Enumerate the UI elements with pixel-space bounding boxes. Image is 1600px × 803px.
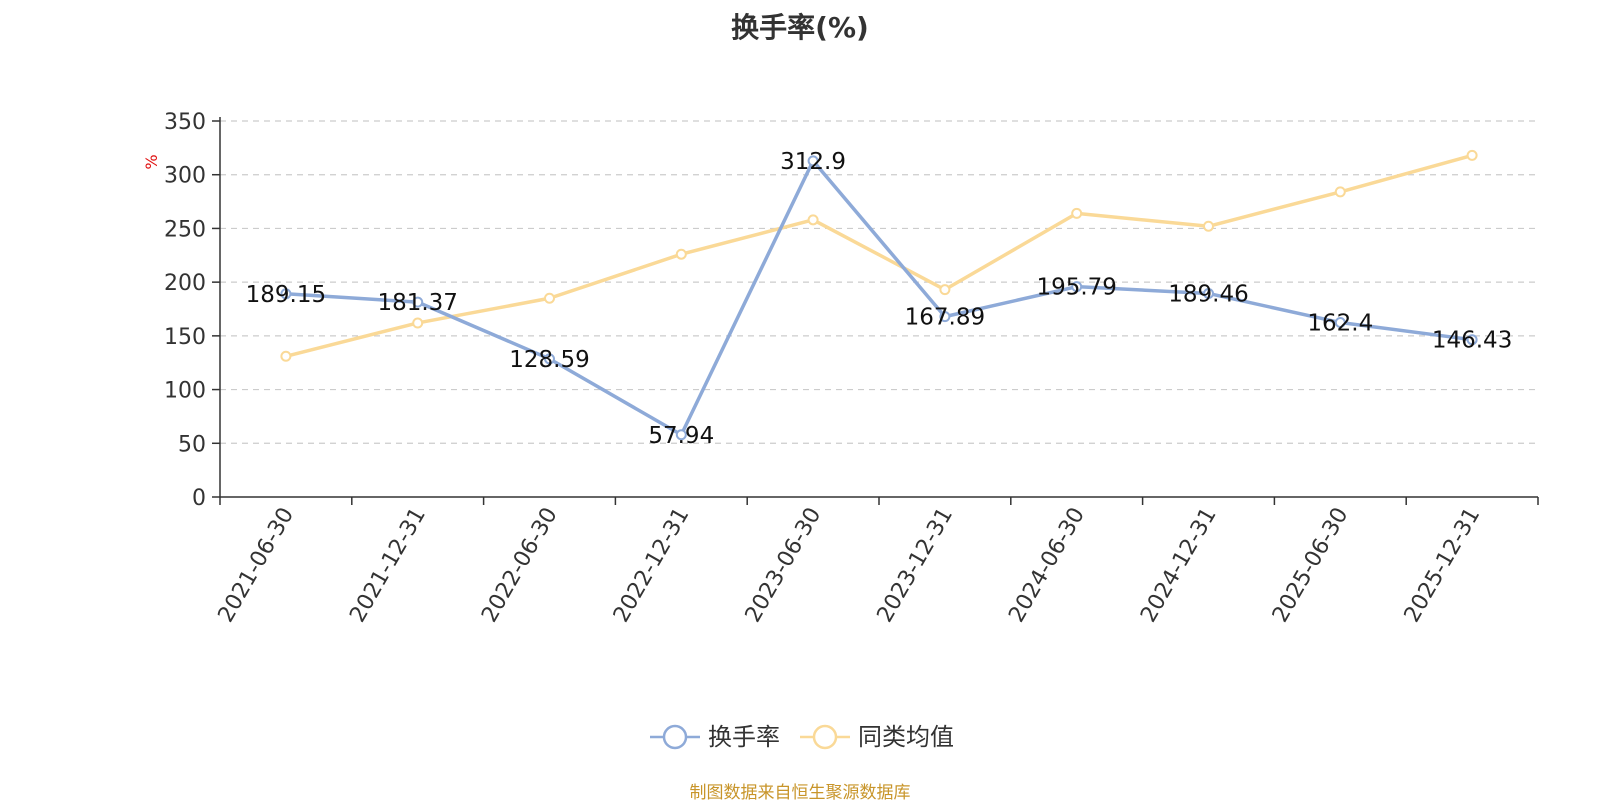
x-tick-label: 2025-12-31 <box>1400 504 1486 627</box>
data-label: 181.37 <box>377 290 457 316</box>
data-point <box>675 429 687 441</box>
x-tick-label: 2024-06-30 <box>1004 504 1090 627</box>
data-point <box>1334 186 1346 198</box>
data-point <box>675 248 687 260</box>
data-label: 162.4 <box>1307 311 1373 337</box>
data-point <box>1203 287 1214 299</box>
source-note: 制图数据来自恒生聚源数据库 <box>689 783 911 803</box>
data-point <box>1466 149 1478 161</box>
y-axis-unit-label: % <box>142 154 161 169</box>
data-point <box>939 311 951 323</box>
data-point <box>412 317 424 329</box>
axes <box>212 117 1539 505</box>
data-point <box>280 288 292 300</box>
y-tick-label: 300 <box>164 164 206 189</box>
x-tick-label: 2021-06-30 <box>214 504 300 627</box>
data-point <box>1334 317 1346 329</box>
y-tick-labels: 0 50 100 150 200 250 300 350 <box>164 110 206 511</box>
x-tick-label: 2025-06-30 <box>1268 504 1354 627</box>
y-tick-label: 250 <box>164 217 206 242</box>
data-label: 312.9 <box>780 149 846 175</box>
series-lines <box>280 149 1478 441</box>
x-tick-label: 2021-12-31 <box>345 504 431 627</box>
legend-marker <box>662 724 688 750</box>
data-label: 128.59 <box>509 347 589 373</box>
y-tick-label: 100 <box>164 379 206 404</box>
data-point <box>807 214 819 226</box>
data-label: 57.94 <box>648 423 714 449</box>
y-tick-label: 0 <box>192 486 206 511</box>
legend-label: 同类均值 <box>858 723 954 751</box>
data-point <box>1071 207 1083 219</box>
data-label: 189.15 <box>246 282 326 308</box>
data-label: 189.46 <box>1168 281 1248 307</box>
data-point <box>544 292 555 304</box>
data-label: 146.43 <box>1432 328 1512 354</box>
y-tick-label: 50 <box>178 432 206 457</box>
data-point <box>544 353 555 365</box>
data-point <box>412 296 424 308</box>
y-tick-label: 200 <box>164 271 206 296</box>
legend: 换手率 同类均值 <box>650 723 954 751</box>
x-tick-labels: 2021-06-30 2021-12-31 2022-06-30 2022-12-31… <box>214 504 1486 627</box>
x-tick-label: 2023-12-31 <box>873 504 959 627</box>
x-tick-label: 2022-12-31 <box>609 504 695 627</box>
data-label: 195.79 <box>1036 275 1116 301</box>
grid-lines <box>220 120 1538 444</box>
x-tick-label: 2022-06-30 <box>477 504 563 627</box>
y-tick-label: 350 <box>164 110 206 135</box>
data-labels: 189.15 181.37 128.59 57.94 312.9 167.89 195.79… <box>246 149 1513 449</box>
series-line-peer-average <box>285 153 1473 358</box>
legend-marker <box>812 724 838 750</box>
legend-item-peer-average: 同类均值 <box>800 723 954 751</box>
legend-label: 换手率 <box>708 723 780 751</box>
data-point <box>280 350 292 362</box>
data-label: 167.89 <box>905 305 985 331</box>
data-point <box>1466 334 1478 346</box>
y-tick-label: 150 <box>164 325 206 350</box>
x-tick-label: 2023-06-30 <box>741 504 827 627</box>
data-point <box>939 284 951 296</box>
data-point <box>1071 281 1083 293</box>
data-point <box>807 155 819 167</box>
data-point <box>1203 220 1214 232</box>
chart-title: 换手率(%) <box>731 11 869 44</box>
x-tick-label: 2024-12-31 <box>1136 504 1222 627</box>
legend-item-turnover: 换手率 <box>650 723 780 751</box>
series-line-turnover <box>285 159 1473 437</box>
